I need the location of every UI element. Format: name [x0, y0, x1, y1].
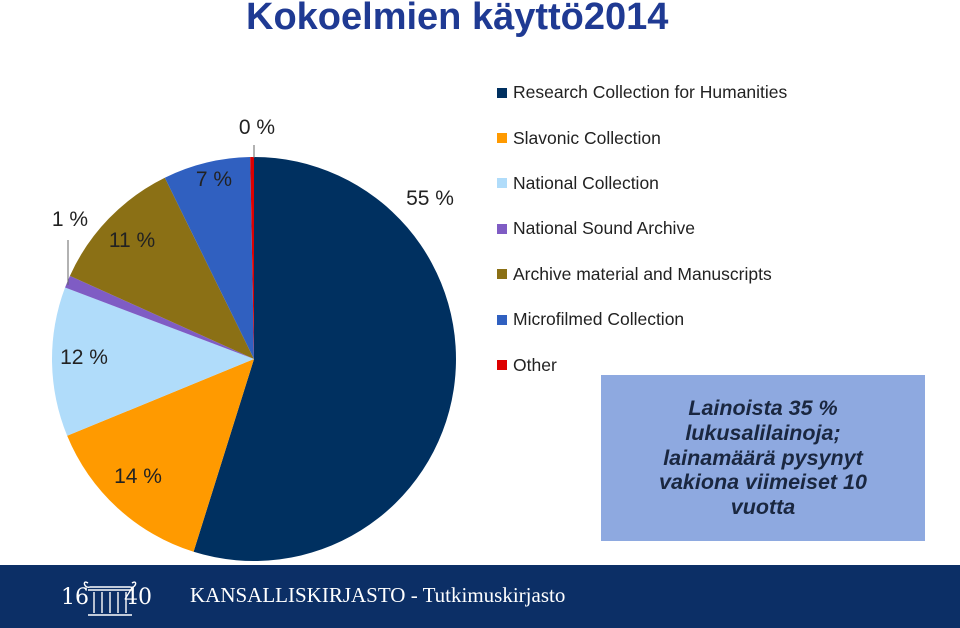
- slide-title: Kokoelmien käyttö2014: [246, 0, 669, 38]
- leader-lines: [67, 145, 255, 285]
- legend-label: Microfilmed Collection: [513, 309, 685, 330]
- callout-text: Lainoista 35 % lukusalilainoja; lainamää…: [659, 395, 867, 520]
- legend-label: National Sound Archive: [513, 218, 695, 239]
- pie-chart: 55 % 14 % 12 % 1 % 11 % 7 % 0 %: [52, 116, 456, 561]
- legend: Research Collection for Humanities Slavon…: [497, 70, 787, 388]
- logo-number-right: 40: [124, 585, 152, 610]
- slice-label-1: 55 %: [406, 187, 454, 210]
- legend-swatch: [497, 314, 507, 325]
- pie-slices: [52, 157, 456, 561]
- callout-box: Lainoista 35 % lukusalilainoja; lainamää…: [601, 375, 925, 541]
- pie-slice-7: [250, 157, 254, 359]
- pie-slice-4: [65, 275, 254, 359]
- slice-label-2: 14 %: [114, 465, 162, 488]
- library-logo: 16 40: [58, 573, 162, 621]
- legend-item-5: Archive material and Manuscripts: [497, 252, 787, 297]
- slice-label-5: 11 %: [109, 229, 155, 252]
- legend-item-2: Slavonic Collection: [497, 115, 787, 160]
- slice-label-3: 12 %: [60, 346, 108, 369]
- pie-slice-5: [69, 177, 254, 359]
- slice-label-6: 7 %: [196, 168, 232, 191]
- slice-label-7: 0 %: [239, 116, 275, 139]
- legend-swatch: [497, 133, 507, 144]
- legend-item-6: Microfilmed Collection: [497, 297, 787, 342]
- legend-label: Research Collection for Humanities: [513, 82, 788, 103]
- footer-text: KANSALLISKIRJASTO - Tutkimuskirjasto: [190, 583, 566, 607]
- legend-swatch: [497, 269, 507, 280]
- slice-labels: 55 % 14 % 12 % 1 % 11 % 7 % 0 %: [52, 116, 454, 488]
- column-capital-icon: [83, 581, 137, 616]
- pie-slice-3: [52, 287, 254, 436]
- legend-label: Archive material and Manuscripts: [513, 263, 772, 284]
- pie-slice-1: [193, 157, 456, 561]
- pie-slice-2: [67, 359, 254, 552]
- legend-swatch: [497, 223, 507, 234]
- legend-swatch: [497, 87, 507, 98]
- slice-label-4: 1 %: [52, 208, 88, 231]
- legend-item-7: Other: [497, 342, 787, 387]
- legend-swatch: [497, 178, 507, 189]
- legend-label: National Collection: [513, 172, 659, 193]
- pie-slice-6: [164, 157, 254, 359]
- legend-label: Other: [513, 354, 557, 375]
- legend-swatch: [497, 360, 507, 371]
- logo-number-left: 16: [61, 585, 89, 610]
- legend-item-1: Research Collection for Humanities: [497, 70, 787, 115]
- legend-label: Slavonic Collection: [513, 127, 661, 148]
- footer-bar: 16 40 KANSALLISKIRJASTO - Tutkimuskirjas…: [0, 565, 960, 628]
- legend-item-4: National Sound Archive: [497, 206, 787, 251]
- legend-item-3: National Collection: [497, 161, 787, 206]
